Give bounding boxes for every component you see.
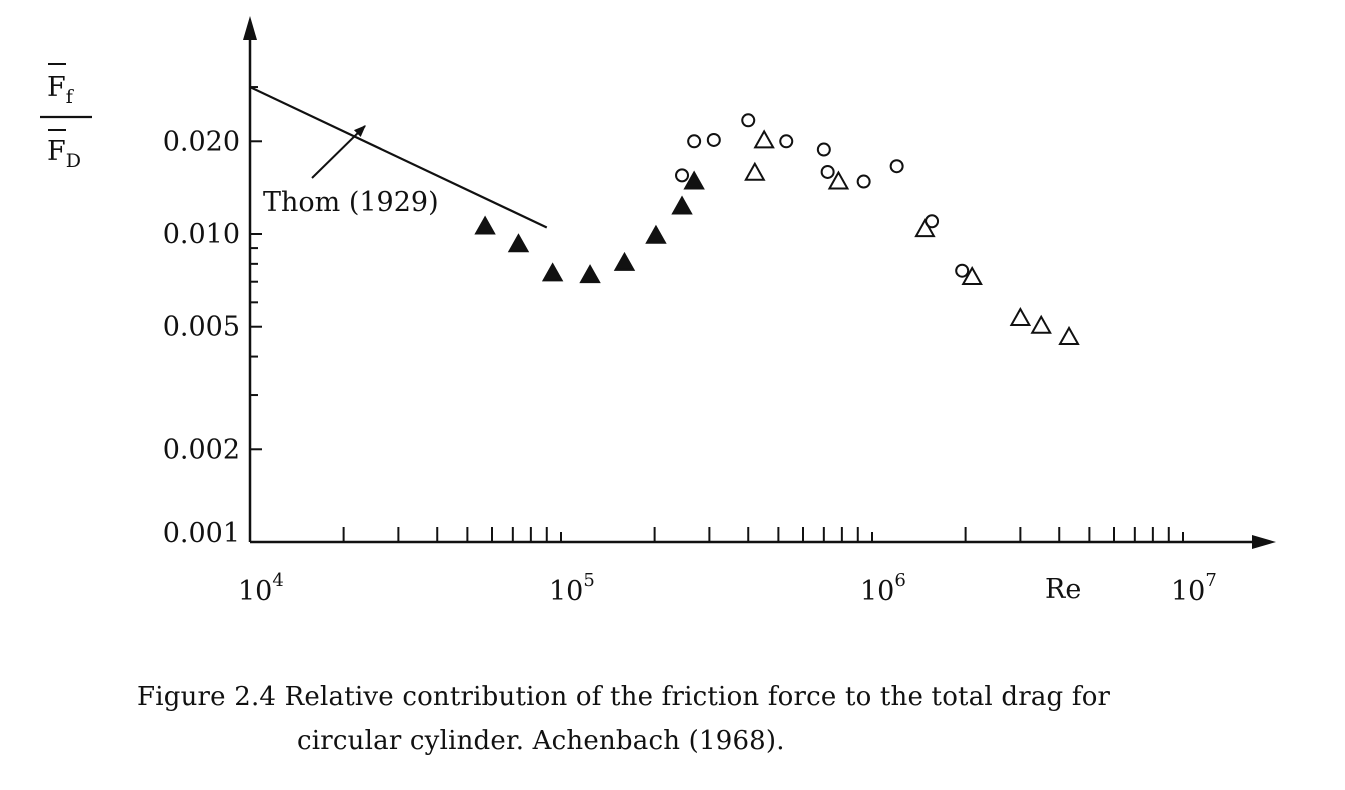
y-tick-labels: 0.001 0.002 0.005 0.010 0.020	[163, 126, 240, 549]
data-point-open-circle	[675, 168, 690, 183]
data-point-filled-triangle	[683, 170, 705, 190]
data-point-open-triangle	[914, 218, 936, 238]
x-tick-base: 10	[860, 576, 894, 607]
y-label-denominator-sub: D	[66, 150, 81, 172]
data-point-filled-triangle	[541, 262, 564, 282]
y-label-numerator: F	[47, 72, 66, 103]
y-tick-label: 0.005	[163, 312, 240, 343]
data-point-open-triangle	[1009, 306, 1032, 327]
svg-text:FD: FD	[47, 136, 81, 172]
x-tick-label: 106	[860, 570, 906, 607]
data-point-open-triangle	[753, 129, 775, 149]
x-tick-base: 10	[238, 576, 272, 607]
x-tick-label: 105	[549, 570, 595, 607]
x-tick-exponent: 4	[272, 570, 283, 591]
data-point-open-circle	[706, 132, 721, 147]
thom-annotation-arrow	[311, 125, 366, 179]
data-point-open-circle	[889, 159, 904, 174]
thom-1929-label: Thom (1929)	[263, 187, 439, 218]
data-point-open-circle	[816, 142, 831, 157]
x-axis-ticks	[249, 527, 1184, 542]
data-point-open-circle	[820, 164, 835, 179]
data-point-filled-triangle	[507, 233, 530, 253]
x-tick-exponent: 5	[583, 570, 594, 591]
data-point-filled-triangle	[613, 251, 636, 271]
data-point-open-circle	[856, 174, 871, 189]
data-point-open-triangle	[744, 161, 766, 181]
x-tick-base: 10	[1171, 576, 1205, 607]
figure-caption-line-1: Figure 2.4 Relative contribution of the …	[137, 682, 1111, 712]
svg-text:Ff: Ff	[47, 72, 75, 108]
data-point-filled-triangle	[645, 224, 667, 244]
x-tick-label: 104	[238, 570, 284, 607]
data-point-open-circle	[741, 113, 756, 128]
data-point-open-triangle	[1058, 325, 1080, 345]
x-tick-labels: 104 105 106 107	[238, 570, 1217, 607]
data-point-filled-triangle	[579, 264, 601, 284]
data-point-open-triangle	[1030, 314, 1052, 334]
thom-1929-line	[249, 86, 548, 229]
y-axis-arrow	[243, 16, 257, 40]
data-point-filled-triangle	[671, 195, 693, 215]
y-label-numerator-sub: f	[66, 86, 75, 108]
x-axis-arrow	[1252, 535, 1276, 549]
y-label-denominator: F	[47, 136, 66, 167]
x-tick-base: 10	[549, 576, 583, 607]
y-axis-label: Ff FD	[40, 63, 92, 172]
data-point-open-triangle	[827, 170, 850, 190]
y-tick-label: 0.001	[163, 518, 240, 549]
figure-caption-line-2: circular cylinder. Achenbach (1968).	[297, 726, 785, 756]
data-points	[474, 113, 1080, 345]
data-point-open-circle	[779, 134, 794, 149]
data-point-filled-triangle	[474, 215, 496, 235]
y-tick-label: 0.002	[163, 434, 240, 465]
x-tick-exponent: 6	[894, 570, 905, 591]
data-point-open-circle	[955, 263, 970, 278]
data-point-open-circle	[687, 134, 702, 149]
y-tick-label: 0.020	[163, 126, 240, 157]
x-tick-label: 107	[1171, 570, 1217, 607]
y-tick-label: 0.010	[163, 219, 240, 250]
x-axis-label: Re	[1045, 574, 1081, 605]
y-axis-ticks	[250, 86, 262, 543]
x-tick-exponent: 7	[1205, 570, 1216, 591]
data-point-open-triangle	[961, 265, 983, 286]
